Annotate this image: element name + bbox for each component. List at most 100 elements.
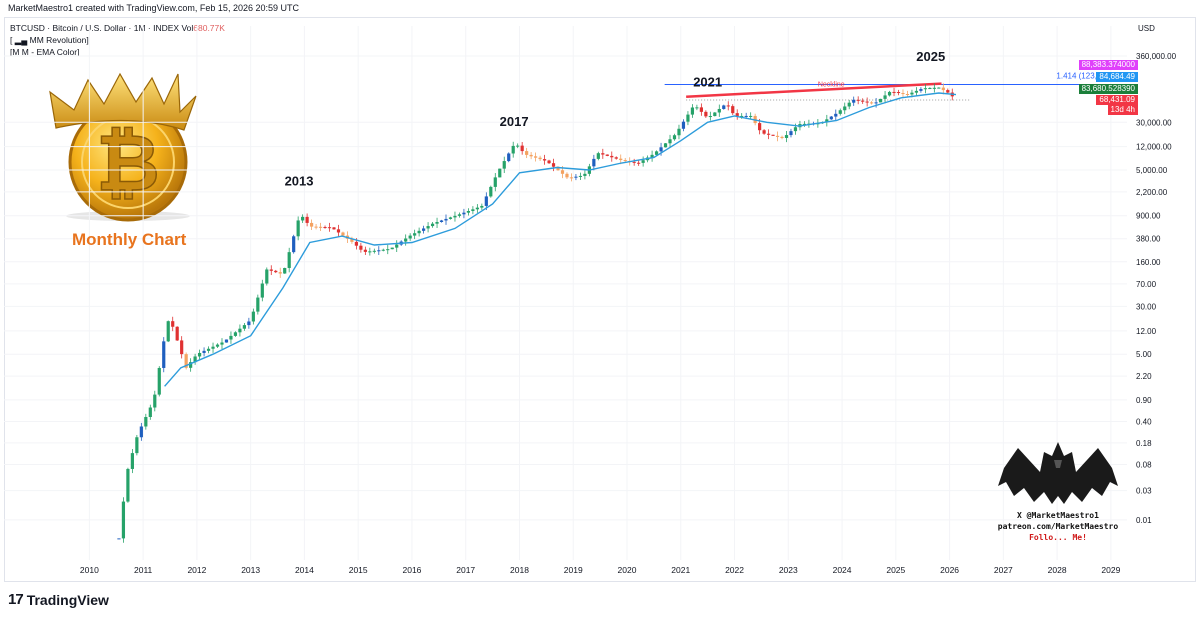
legend-indicator-revolution[interactable]: [ ▂▄ MM Revolution] — [10, 35, 89, 45]
x-tick-label: 2025 — [886, 565, 905, 575]
candle-body — [775, 135, 780, 137]
candle-body — [793, 127, 798, 132]
candle-body — [117, 538, 121, 540]
candle-body — [395, 244, 399, 248]
x-tick-label: 2024 — [833, 565, 852, 575]
legend-indicator-ema[interactable]: [M M - EMA Color] — [10, 47, 80, 57]
candle-body — [843, 106, 847, 111]
legend-symbol[interactable]: BTCUSD · Bitcoin / U.S. Dollar · 1M · IN… — [10, 23, 194, 33]
y-tick-label: 12,000.00 — [1136, 143, 1172, 152]
candle-body — [551, 163, 556, 167]
candle-body — [784, 135, 789, 138]
candle-body — [422, 228, 426, 231]
candle-body — [722, 105, 726, 109]
candle-body — [569, 177, 574, 179]
x-tick-label: 2026 — [940, 565, 959, 575]
candle-body — [381, 249, 385, 251]
candle-body — [274, 270, 278, 273]
x-tick-label: 2020 — [618, 565, 637, 575]
candle-body — [453, 215, 457, 218]
candle-body — [206, 348, 211, 351]
candle-body — [184, 354, 188, 368]
candle-body — [301, 216, 305, 221]
x-tick-label: 2023 — [779, 565, 798, 575]
candle-body — [910, 92, 914, 95]
candle-body — [372, 250, 376, 252]
x-tick-label: 2017 — [456, 565, 475, 575]
candle-body — [408, 235, 412, 239]
chart-levels: 1.414 (123,539.63) — [664, 72, 1127, 101]
x-tick-label: 2029 — [1101, 565, 1120, 575]
candle-body — [766, 133, 771, 135]
candle-body — [368, 251, 372, 253]
candle-body — [278, 272, 282, 274]
cycle-peak-label: 2013 — [285, 173, 314, 188]
candle-body — [296, 220, 300, 237]
y-tick-label: 0.01 — [1136, 516, 1152, 525]
legend-volume: 680.77K — [193, 23, 225, 33]
x-tick-label: 2010 — [80, 565, 99, 575]
candle-body — [838, 110, 842, 114]
ema-line — [164, 92, 957, 387]
x-tick-label: 2028 — [1048, 565, 1067, 575]
candle-body — [350, 238, 354, 242]
candle-body — [852, 99, 856, 103]
candle-body — [726, 105, 730, 107]
candle-body — [923, 88, 927, 90]
monthly-chart-label: Monthly Chart — [72, 230, 187, 249]
candle-body — [610, 155, 614, 158]
candle-body — [318, 226, 323, 228]
candle-body — [211, 346, 215, 349]
candle-body — [928, 88, 932, 90]
price-tag-red: 68,431.09 — [1096, 95, 1138, 105]
x-axis: 2010 2011 2012 2013 2014 2015 2016 2017 2018 2019… — [80, 565, 1121, 575]
candle-body — [672, 135, 677, 140]
candle-body — [825, 119, 829, 123]
candle-body — [377, 250, 381, 252]
y-tick-label: 0.18 — [1136, 439, 1152, 448]
candle-body — [202, 350, 206, 353]
y-tick-label: 12.00 — [1136, 327, 1157, 336]
chart-legend[interactable]: BTCUSD · Bitcoin / U.S. Dollar · 1M · IN… — [10, 22, 225, 58]
candle-body — [471, 209, 475, 211]
candle-body — [829, 116, 833, 120]
candle-body — [507, 153, 511, 162]
candle-body — [771, 134, 775, 136]
y-tick-label: 0.03 — [1136, 487, 1152, 496]
tradingview-logo[interactable]: 17 TradingView — [8, 591, 109, 608]
candle-body — [565, 173, 569, 178]
neckline — [686, 82, 942, 99]
candle-body — [435, 221, 439, 224]
candle-body — [659, 147, 663, 152]
candle-body — [605, 154, 609, 156]
price-tag-countdown: 13d 4h — [1107, 105, 1138, 115]
candle-body — [413, 233, 417, 236]
tradingview-mark-icon: 17 — [8, 591, 24, 608]
candle-body — [865, 101, 869, 103]
x-tick-label: 2015 — [349, 565, 368, 575]
candle-body — [946, 90, 950, 93]
candle-body — [229, 335, 233, 340]
candle-body — [475, 207, 479, 210]
candle-body — [802, 123, 807, 125]
chart-frame — [4, 17, 1196, 582]
candle-body — [637, 162, 641, 164]
candle-body — [874, 102, 878, 104]
candle-body — [686, 114, 690, 122]
candle-body — [242, 325, 246, 329]
candle-body — [197, 352, 202, 357]
candle-body — [466, 210, 471, 213]
candle-body — [901, 93, 905, 95]
candle-body — [663, 143, 668, 148]
candle-body — [139, 426, 143, 438]
y-tick-label: 2,200.00 — [1136, 188, 1168, 197]
chart-annotations: 2013 2017 2021 2025 Neckline — [285, 49, 946, 189]
candle-body — [905, 94, 910, 96]
x-tick-label: 2011 — [134, 565, 153, 575]
candle-body — [623, 160, 627, 162]
candle-body — [336, 229, 341, 233]
candle-body — [480, 205, 484, 208]
candle-body — [135, 437, 139, 454]
bat-follow: Follo... Me! — [1029, 533, 1087, 542]
